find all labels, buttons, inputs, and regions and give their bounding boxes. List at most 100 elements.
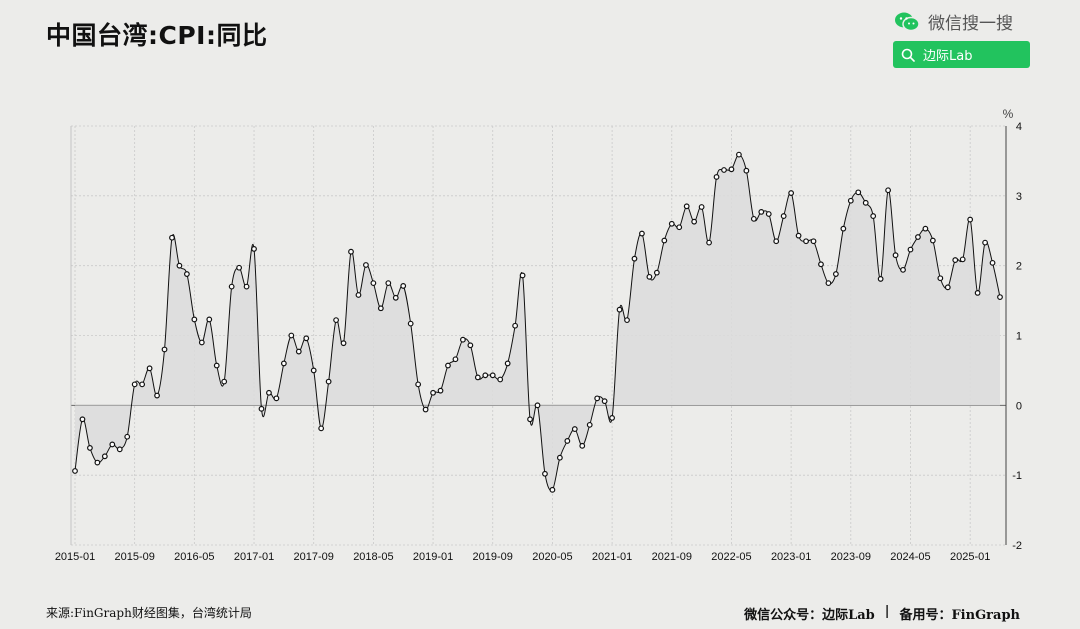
search-icon xyxy=(901,48,915,62)
data-point xyxy=(706,239,712,246)
x-tick-label: 2021-01 xyxy=(592,551,632,563)
data-point xyxy=(333,317,339,324)
footer-credits: 微信公众号：边际Lab | 备用号：FinGraph xyxy=(744,604,1020,623)
data-point xyxy=(504,360,511,367)
data-point xyxy=(929,237,936,244)
x-tick-label: 2017-09 xyxy=(294,551,334,563)
x-tick-label: 2021-09 xyxy=(652,551,692,563)
data-point xyxy=(183,271,190,277)
data-point xyxy=(780,213,787,219)
data-point xyxy=(967,216,974,223)
search-text: 边际Lab xyxy=(923,49,973,64)
data-point xyxy=(169,234,175,241)
data-point xyxy=(556,454,563,461)
data-point xyxy=(788,190,795,196)
data-point xyxy=(803,238,809,245)
data-point xyxy=(94,459,101,466)
data-point xyxy=(601,398,608,405)
x-tick-label: 2024-05 xyxy=(890,551,930,563)
data-point xyxy=(982,239,988,246)
data-point xyxy=(154,392,160,399)
data-point xyxy=(422,406,429,413)
data-point xyxy=(370,280,377,287)
data-point xyxy=(221,378,228,385)
x-tick-label: 2020-05 xyxy=(532,551,572,563)
data-point xyxy=(474,374,481,381)
data-point xyxy=(937,275,944,282)
data-point xyxy=(109,441,116,448)
data-point xyxy=(579,442,586,449)
data-point xyxy=(728,166,735,173)
data-point xyxy=(885,187,892,194)
x-tick-label: 2018-05 xyxy=(353,551,393,563)
data-point xyxy=(810,238,817,245)
data-point xyxy=(489,372,496,379)
data-point xyxy=(288,332,295,339)
data-point xyxy=(295,348,302,355)
data-point xyxy=(959,256,966,263)
y-tick-label: 4 xyxy=(1016,121,1022,133)
data-point xyxy=(989,259,996,266)
data-point xyxy=(116,446,123,453)
data-point xyxy=(847,197,854,204)
data-point xyxy=(750,215,757,222)
data-point xyxy=(512,322,519,329)
data-point xyxy=(773,238,780,245)
data-point xyxy=(124,433,131,440)
data-point xyxy=(758,208,765,215)
data-point xyxy=(952,257,959,263)
x-tick-label: 2019-01 xyxy=(413,551,453,563)
data-point xyxy=(855,189,862,196)
search-button[interactable]: 边际Lab xyxy=(893,41,1030,68)
data-point xyxy=(445,362,451,369)
data-point xyxy=(407,320,414,327)
data-point xyxy=(79,416,86,423)
x-tick-label: 2019-09 xyxy=(473,551,513,563)
wechat-search-label: 微信搜一搜 xyxy=(928,14,1013,34)
y-tick-label: 3 xyxy=(1016,191,1022,203)
data-point xyxy=(862,199,869,206)
x-tick-label: 2016-05 xyxy=(174,551,214,563)
data-point xyxy=(236,264,243,271)
data-point xyxy=(892,252,899,259)
data-point xyxy=(377,305,384,312)
data-point xyxy=(743,167,750,174)
data-point xyxy=(519,272,526,279)
x-tick-label: 2015-09 xyxy=(114,551,154,563)
data-point xyxy=(325,378,332,385)
data-point xyxy=(318,425,325,432)
data-point xyxy=(228,283,235,290)
data-point xyxy=(594,395,601,402)
footer-separator: | xyxy=(884,604,890,619)
data-point xyxy=(87,445,93,451)
data-point xyxy=(832,271,839,277)
data-point xyxy=(139,381,146,388)
data-point xyxy=(661,237,668,244)
data-point xyxy=(997,294,1003,300)
data-point xyxy=(683,203,690,210)
data-point xyxy=(974,290,981,296)
data-point xyxy=(273,395,280,402)
data-point xyxy=(840,225,847,232)
data-point xyxy=(676,224,683,231)
data-point xyxy=(564,438,571,444)
x-tick-label: 2022-05 xyxy=(711,551,751,563)
data-point xyxy=(258,405,265,412)
x-tick-label: 2023-09 xyxy=(831,551,871,563)
data-point xyxy=(482,372,489,379)
data-point xyxy=(101,453,108,460)
data-point xyxy=(736,151,742,158)
data-point xyxy=(340,340,347,347)
data-point xyxy=(213,362,220,369)
data-point xyxy=(721,167,727,173)
chart-canvas: -2 -1 0 1 2 3 4 2015-01 2015-09 2016-05 2017-01 201… xyxy=(55,107,1022,563)
series-area xyxy=(75,154,1000,491)
data-point xyxy=(915,234,921,240)
data-point xyxy=(609,415,615,421)
data-point xyxy=(161,346,168,353)
data-point xyxy=(72,468,78,474)
y-tick-label: 0 xyxy=(1016,400,1022,412)
data-point xyxy=(631,255,638,262)
data-point xyxy=(280,360,287,367)
backup-label: 备用号：FinGraph xyxy=(899,608,1020,623)
